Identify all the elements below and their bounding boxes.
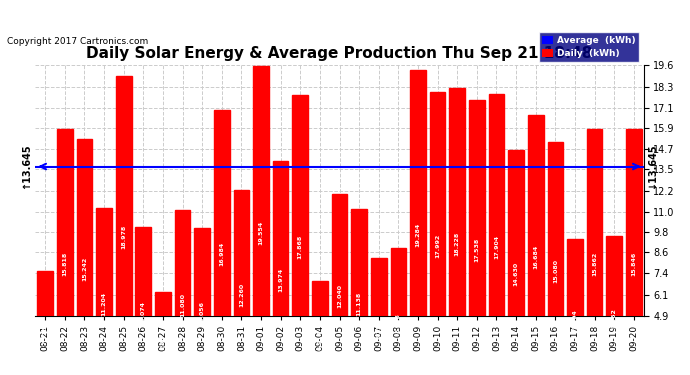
Bar (509, 150, 524, 375)
Bar (96, 208, 112, 375)
Title: Daily Solar Energy & Average Production Thu Sep 21 18:48: Daily Solar Energy & Average Production … (86, 46, 593, 61)
Bar (273, 161, 288, 375)
Text: 15.242: 15.242 (82, 257, 87, 281)
Bar (312, 281, 328, 375)
Bar (175, 210, 190, 375)
Bar (626, 129, 642, 375)
Bar (410, 70, 426, 375)
Text: 11.080: 11.080 (180, 292, 185, 316)
Text: 19.284: 19.284 (415, 223, 420, 247)
Text: ↑13.645: ↑13.645 (21, 144, 32, 189)
Text: 11.138: 11.138 (357, 292, 362, 316)
Bar (293, 94, 308, 375)
Bar (489, 94, 504, 375)
Text: 10.056: 10.056 (199, 302, 205, 326)
Text: 17.904: 17.904 (494, 234, 499, 259)
Text: 9.404: 9.404 (573, 309, 578, 329)
Text: 17.992: 17.992 (435, 234, 440, 258)
Bar (351, 209, 367, 375)
Legend: Average  (kWh), Daily  (kWh): Average (kWh), Daily (kWh) (539, 32, 639, 62)
Text: 16.684: 16.684 (533, 245, 538, 269)
Text: 17.538: 17.538 (474, 237, 480, 262)
Text: ↓13.645: ↓13.645 (648, 144, 658, 189)
Bar (37, 271, 53, 375)
Text: 18.978: 18.978 (121, 225, 126, 249)
Bar (135, 227, 151, 375)
Bar (469, 100, 484, 375)
Text: 12.040: 12.040 (337, 285, 342, 309)
Bar (528, 115, 544, 375)
Bar (371, 258, 386, 375)
Bar (547, 142, 563, 375)
Text: 11.204: 11.204 (101, 291, 106, 316)
Bar (430, 93, 446, 375)
Text: 15.862: 15.862 (592, 252, 597, 276)
Bar (233, 190, 249, 375)
Bar (57, 129, 72, 375)
Text: 15.818: 15.818 (62, 252, 68, 276)
Text: 8.868: 8.868 (396, 314, 401, 333)
Text: 7.516: 7.516 (43, 325, 48, 345)
Bar (332, 194, 347, 375)
Text: 18.228: 18.228 (455, 232, 460, 256)
Bar (195, 228, 210, 375)
Text: Copyright 2017 Cartronics.com: Copyright 2017 Cartronics.com (7, 38, 148, 46)
Text: 6.914: 6.914 (317, 330, 322, 350)
Bar (586, 129, 602, 375)
Bar (607, 236, 622, 375)
Text: 6.286: 6.286 (160, 336, 166, 356)
Bar (567, 239, 583, 375)
Bar (214, 110, 230, 375)
Bar (391, 248, 406, 375)
Bar (116, 76, 132, 375)
Bar (155, 292, 170, 375)
Text: 15.846: 15.846 (631, 252, 636, 276)
Text: 19.554: 19.554 (259, 220, 264, 245)
Bar (77, 140, 92, 375)
Text: 14.630: 14.630 (513, 262, 519, 286)
Text: 10.074: 10.074 (141, 301, 146, 325)
Text: 15.080: 15.080 (553, 258, 558, 282)
Text: 8.250: 8.250 (376, 319, 382, 339)
Text: 12.260: 12.260 (239, 282, 244, 307)
Text: 17.868: 17.868 (298, 235, 303, 259)
Bar (253, 66, 269, 375)
Text: 16.984: 16.984 (219, 242, 224, 267)
Text: 9.562: 9.562 (612, 308, 617, 327)
Text: 13.974: 13.974 (278, 268, 283, 292)
Bar (449, 88, 465, 375)
